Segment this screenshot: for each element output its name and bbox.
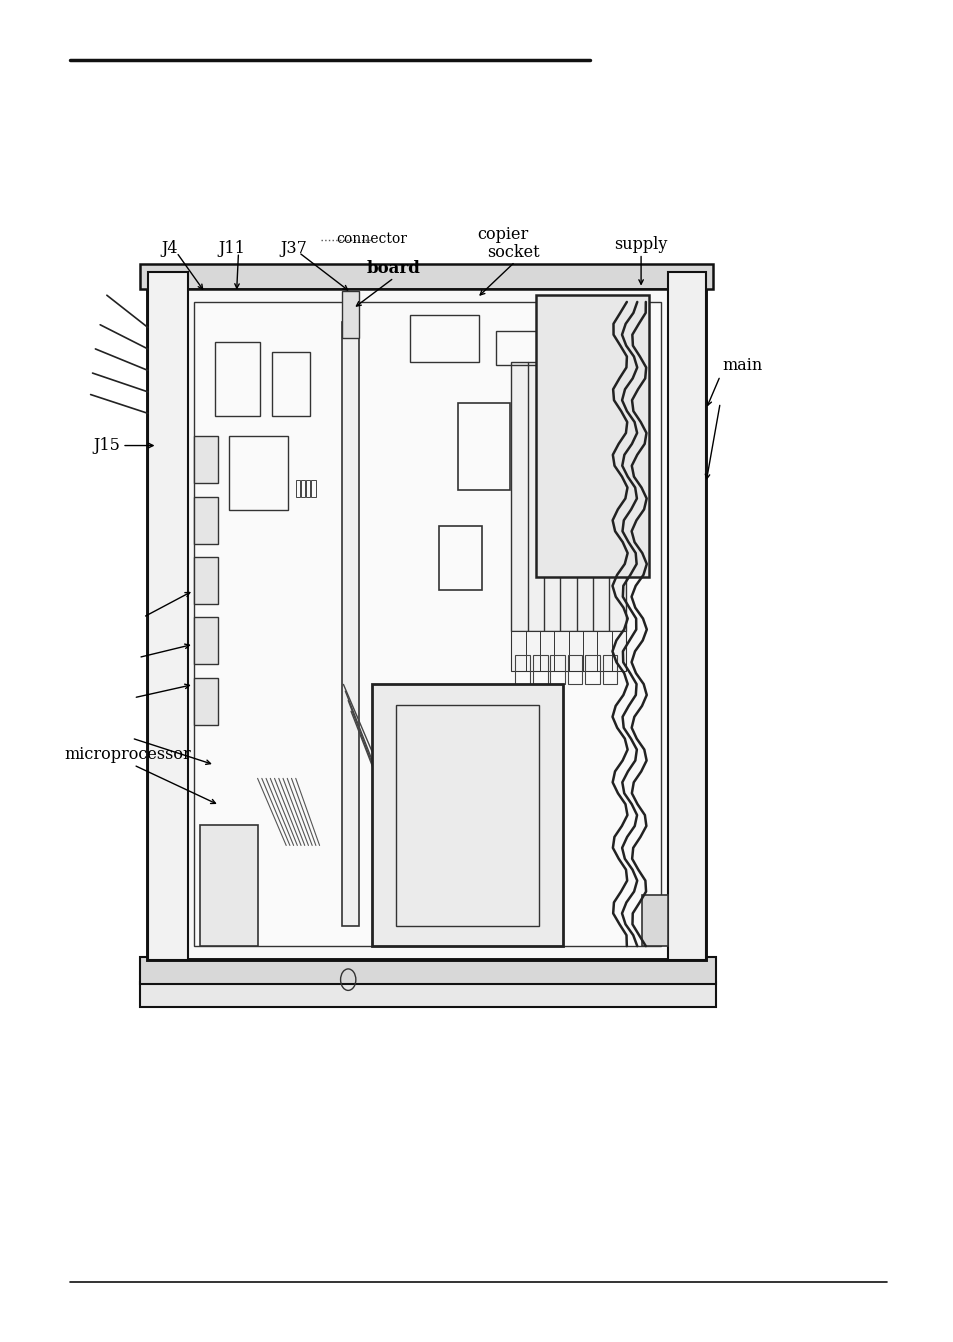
- Bar: [272, 352, 310, 416]
- Bar: [200, 825, 257, 946]
- Bar: [140, 264, 712, 289]
- Bar: [536, 295, 648, 577]
- Bar: [602, 655, 617, 684]
- Bar: [193, 497, 217, 544]
- Bar: [301, 480, 305, 497]
- Bar: [295, 480, 299, 497]
- Text: J37: J37: [280, 240, 307, 256]
- Bar: [140, 957, 716, 984]
- Text: J4: J4: [161, 240, 178, 256]
- Bar: [410, 315, 478, 362]
- Bar: [532, 655, 547, 684]
- Bar: [438, 526, 481, 590]
- Bar: [311, 480, 315, 497]
- Text: main: main: [721, 357, 761, 373]
- Bar: [457, 403, 510, 490]
- Bar: [667, 272, 705, 960]
- Text: J15: J15: [93, 437, 120, 454]
- Bar: [140, 982, 716, 1006]
- Bar: [193, 678, 217, 725]
- Bar: [515, 655, 530, 684]
- Text: connector: connector: [336, 232, 407, 246]
- Text: copier: copier: [476, 227, 528, 243]
- Bar: [584, 655, 599, 684]
- Text: socket: socket: [486, 244, 539, 260]
- Text: supply: supply: [614, 236, 667, 252]
- Bar: [229, 436, 288, 510]
- Bar: [567, 655, 582, 684]
- Bar: [341, 291, 358, 338]
- Bar: [496, 331, 538, 365]
- Bar: [341, 322, 358, 926]
- Bar: [193, 557, 217, 604]
- Bar: [641, 895, 667, 946]
- Bar: [550, 655, 564, 684]
- Text: J11: J11: [218, 240, 245, 256]
- Bar: [511, 362, 625, 631]
- Bar: [214, 342, 260, 416]
- Bar: [372, 684, 562, 946]
- Bar: [193, 436, 217, 483]
- Text: microprocessor: microprocessor: [65, 746, 192, 762]
- Bar: [148, 272, 705, 960]
- Bar: [148, 272, 188, 960]
- Bar: [193, 302, 660, 946]
- Bar: [511, 631, 625, 671]
- Bar: [193, 617, 217, 664]
- Bar: [395, 705, 538, 926]
- Text: board: board: [367, 260, 420, 276]
- Bar: [306, 480, 310, 497]
